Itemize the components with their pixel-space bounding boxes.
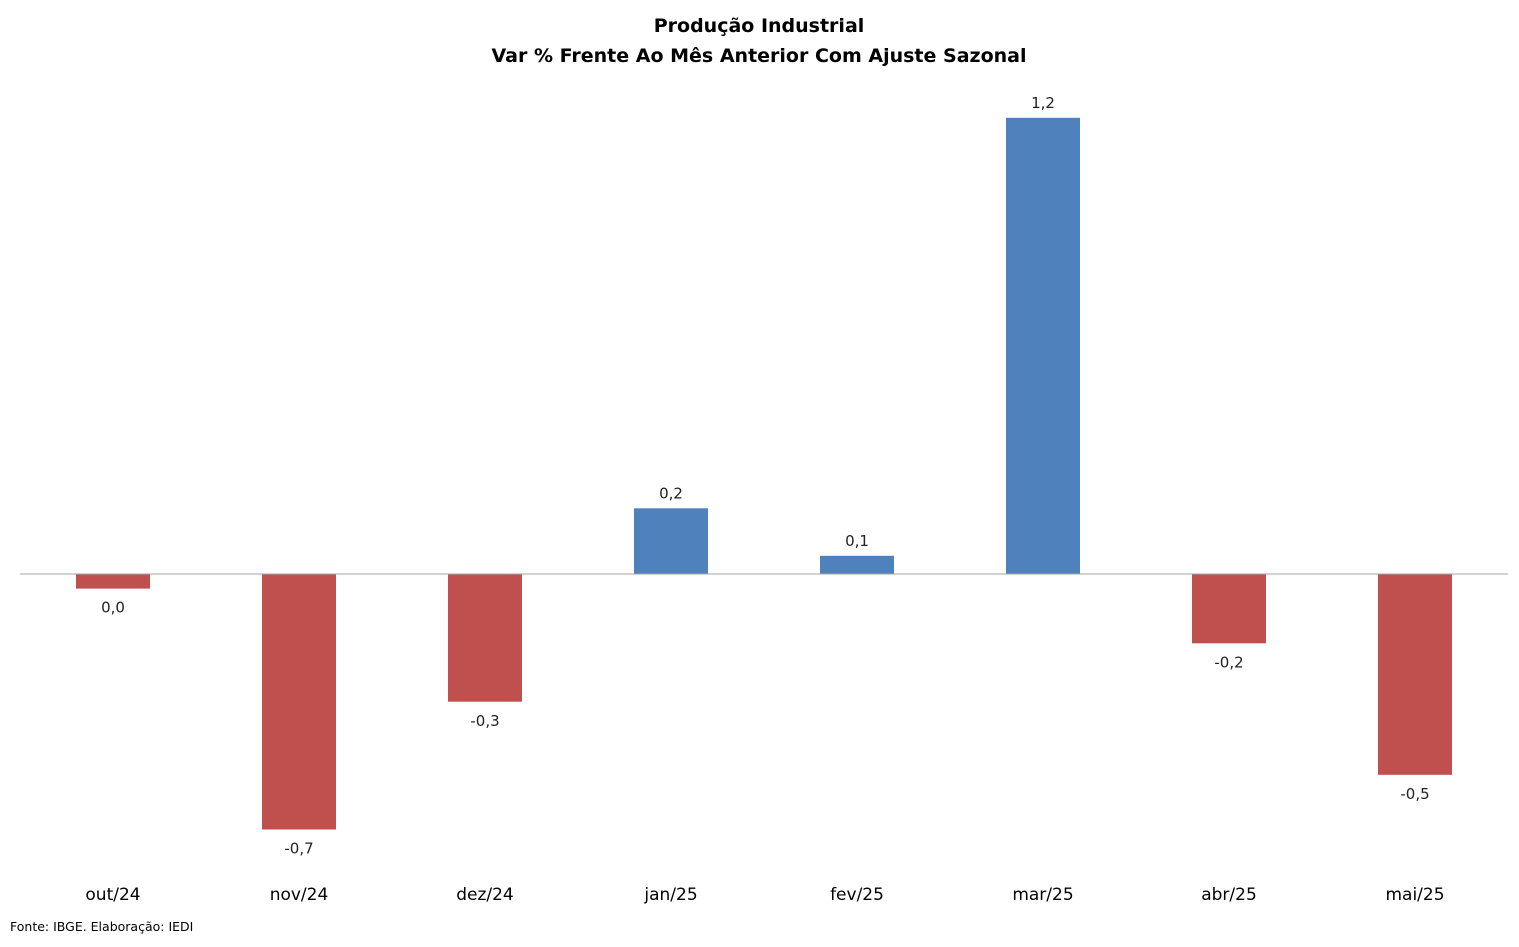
x-tick-out-24: out/24 bbox=[85, 885, 140, 905]
data-label-out-24: 0,0 bbox=[101, 599, 125, 617]
data-label-fev-25: 0,1 bbox=[845, 532, 869, 550]
data-labels-layer: 0,0 -0,7 -0,3 0,2 0,1 1,2 -0,2 -0,5 bbox=[101, 94, 1430, 858]
source-note: Fonte: IBGE. Elaboração: IEDI bbox=[10, 919, 194, 934]
x-axis-tick-labels: out/24 nov/24 dez/24 jan/25 fev/25 mar/25 abr/… bbox=[85, 885, 1444, 905]
data-label-dez-24: -0,3 bbox=[470, 712, 499, 730]
data-label-mai-25: -0,5 bbox=[1400, 785, 1429, 803]
bar-mai-25 bbox=[1378, 574, 1452, 775]
bar-nov-24 bbox=[262, 574, 336, 830]
data-label-nov-24: -0,7 bbox=[284, 840, 313, 858]
bars-layer bbox=[76, 117, 1452, 830]
x-tick-mai-25: mai/25 bbox=[1385, 885, 1444, 905]
x-tick-nov-24: nov/24 bbox=[270, 885, 329, 905]
bar-jan-25 bbox=[634, 508, 708, 574]
x-tick-abr-25: abr/25 bbox=[1201, 885, 1257, 905]
x-tick-mar-25: mar/25 bbox=[1012, 885, 1073, 905]
bar-dez-24 bbox=[448, 574, 522, 702]
data-label-mar-25: 1,2 bbox=[1031, 94, 1055, 112]
data-label-abr-25: -0,2 bbox=[1214, 653, 1243, 671]
x-tick-fev-25: fev/25 bbox=[830, 885, 884, 905]
bar-abr-25 bbox=[1192, 574, 1266, 644]
x-tick-jan-25: jan/25 bbox=[643, 885, 697, 905]
bar-out-24 bbox=[76, 574, 150, 589]
bar-mar-25 bbox=[1006, 117, 1080, 575]
chart-subtitle: Var % Frente Ao Mês Anterior Com Ajuste … bbox=[492, 45, 1027, 67]
data-label-jan-25: 0,2 bbox=[659, 484, 683, 502]
x-tick-dez-24: dez/24 bbox=[456, 885, 514, 905]
bar-fev-25 bbox=[820, 555, 894, 575]
chart-title: Produção Industrial bbox=[654, 15, 865, 37]
